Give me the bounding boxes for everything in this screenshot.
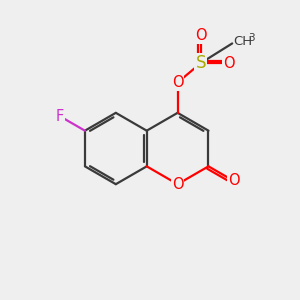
Text: O: O [195, 28, 207, 43]
Text: O: O [223, 56, 235, 70]
Text: 3: 3 [249, 33, 255, 43]
Text: S: S [196, 54, 206, 72]
Text: CH: CH [234, 35, 253, 48]
Text: O: O [172, 177, 183, 192]
Text: F: F [56, 109, 64, 124]
Text: O: O [228, 173, 240, 188]
Text: O: O [172, 75, 183, 90]
